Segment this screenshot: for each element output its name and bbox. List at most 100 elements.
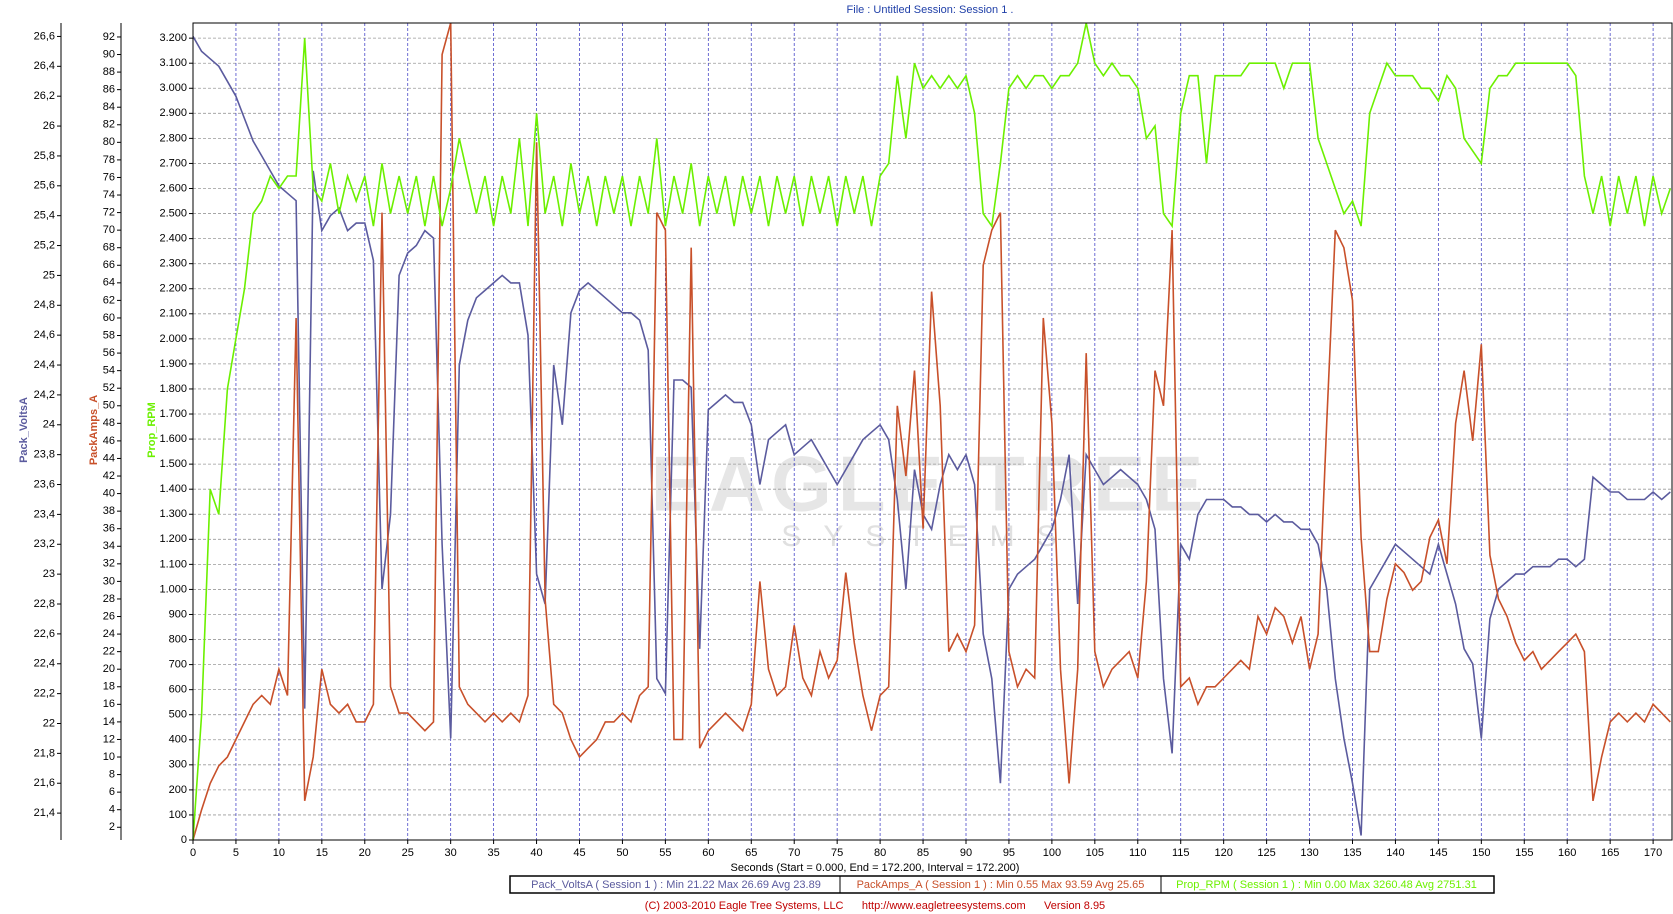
y-tick-label: 62: [103, 294, 115, 306]
x-tick-label: 25: [402, 847, 414, 859]
y-tick-label: 76: [103, 171, 115, 183]
x-tick-label: 145: [1429, 847, 1447, 859]
x-tick-label: 10: [273, 847, 285, 859]
y-tick-label: 25,6: [34, 180, 55, 192]
y-tick-label: 2.000: [159, 333, 187, 345]
y-tick-label: 1.800: [159, 383, 187, 395]
y-tick-label: 800: [169, 633, 187, 645]
y-tick-label: 2.600: [159, 182, 187, 194]
y-tick-label: 68: [103, 242, 115, 254]
x-tick-label: 30: [445, 847, 457, 859]
y-tick-label: 36: [103, 523, 115, 535]
legend-box: [509, 875, 1495, 894]
y-tick-label: 84: [103, 101, 115, 113]
x-tick-label: 130: [1300, 847, 1318, 859]
y-tick-label: 23,6: [34, 478, 55, 490]
axis-title: Prop_RPM: [146, 402, 158, 458]
y-tick-label: 100: [169, 809, 187, 821]
y-tick-label: 24,4: [34, 359, 55, 371]
y-tick-label: 22,4: [34, 658, 55, 670]
y-tick-label: 38: [103, 505, 115, 517]
watermark: SYSTEMS: [781, 520, 1078, 553]
y-tick-label: 25,2: [34, 239, 55, 251]
header: File : Untitled Session: Session 1 .: [847, 4, 1014, 16]
y-tick-label: 74: [103, 189, 115, 201]
y-tick-label: 1.200: [159, 533, 187, 545]
y-tick-label: 20: [103, 663, 115, 675]
x-tick-label: 55: [659, 847, 671, 859]
x-tick-label: 105: [1086, 847, 1104, 859]
y-tick-label: 60: [103, 312, 115, 324]
y-tick-label: 24,2: [34, 389, 55, 401]
y-tick-label: 1.600: [159, 433, 187, 445]
y-tick-label: 3.200: [159, 32, 187, 44]
y-tick-label: 23,8: [34, 449, 55, 461]
y-tick-label: 23,4: [34, 508, 55, 520]
y-tick-label: 64: [103, 277, 115, 289]
y-tick-label: 3.100: [159, 57, 187, 69]
y-tick-label: 1.500: [159, 458, 187, 470]
y-tick-label: 25: [43, 269, 55, 281]
y-tick-label: 2.500: [159, 207, 187, 219]
y-tick-label: 2.900: [159, 107, 187, 119]
y-tick-label: 1.000: [159, 583, 187, 595]
x-tick-label: 70: [788, 847, 800, 859]
x-tick-label: 50: [616, 847, 628, 859]
y-tick-label: 23: [43, 568, 55, 580]
y-tick-label: 25,4: [34, 210, 55, 222]
y-tick-label: 26: [43, 120, 55, 132]
y-tick-label: 0: [181, 834, 187, 846]
y-tick-label: 2.200: [159, 283, 187, 295]
x-tick-label: 135: [1343, 847, 1361, 859]
y-tick-label: 22: [43, 717, 55, 729]
y-tick-label: 2.400: [159, 233, 187, 245]
watermark: EAGLE TREE: [651, 440, 1209, 528]
y-tick-label: 66: [103, 259, 115, 271]
series-line: [192, 22, 1671, 841]
x-tick-label: 5: [233, 847, 239, 859]
y-tick-label: 200: [169, 784, 187, 796]
y-tick-label: 22,2: [34, 688, 55, 700]
y-tick-label: 16: [103, 698, 115, 710]
x-tick-label: 90: [960, 847, 972, 859]
y-tick-label: 86: [103, 84, 115, 96]
y-tick-label: 22,8: [34, 598, 55, 610]
x-tick-label: 170: [1644, 847, 1662, 859]
legend-entry: PackAmps_A ( Session 1 ) : Min 0.55 Max …: [857, 879, 1145, 891]
y-tick-label: 30: [103, 575, 115, 587]
x-tick-label: 65: [745, 847, 757, 859]
x-tick-label: 45: [573, 847, 585, 859]
x-tick-label: 20: [359, 847, 371, 859]
y-tick-label: 23,2: [34, 538, 55, 550]
y-tick-label: 82: [103, 119, 115, 131]
y-tick-label: 88: [103, 66, 115, 78]
x-tick-label: 140: [1386, 847, 1404, 859]
y-tick-label: 40: [103, 487, 115, 499]
x-axis-title: Seconds (Start = 0.000, End = 172.200, I…: [731, 862, 1020, 874]
y-tick-label: 24,6: [34, 329, 55, 341]
y-tick-label: 42: [103, 470, 115, 482]
y-tick-label: 58: [103, 329, 115, 341]
y-tick-label: 44: [103, 452, 115, 464]
x-tick-label: 155: [1515, 847, 1533, 859]
y-tick-label: 900: [169, 608, 187, 620]
y-tick-label: 21,4: [34, 807, 55, 819]
x-tick-label: 85: [917, 847, 929, 859]
y-tick-label: 18: [103, 681, 115, 693]
y-tick-label: 80: [103, 136, 115, 148]
y-tick-label: 26,4: [34, 60, 55, 72]
y-tick-label: 28: [103, 593, 115, 605]
x-tick-label: 80: [874, 847, 886, 859]
y-tick-label: 2.300: [159, 258, 187, 270]
y-tick-label: 26: [103, 610, 115, 622]
y-tick-label: 78: [103, 154, 115, 166]
y-tick-label: 24: [43, 419, 55, 431]
y-tick-label: 500: [169, 709, 187, 721]
x-tick-label: 150: [1472, 847, 1490, 859]
y-tick-label: 22,6: [34, 628, 55, 640]
legend-entry: Prop_RPM ( Session 1 ) : Min 0.00 Max 32…: [1176, 879, 1477, 891]
x-tick-label: 110: [1129, 847, 1147, 859]
y-tick-label: 12: [103, 733, 115, 745]
y-tick-label: 25,8: [34, 150, 55, 162]
